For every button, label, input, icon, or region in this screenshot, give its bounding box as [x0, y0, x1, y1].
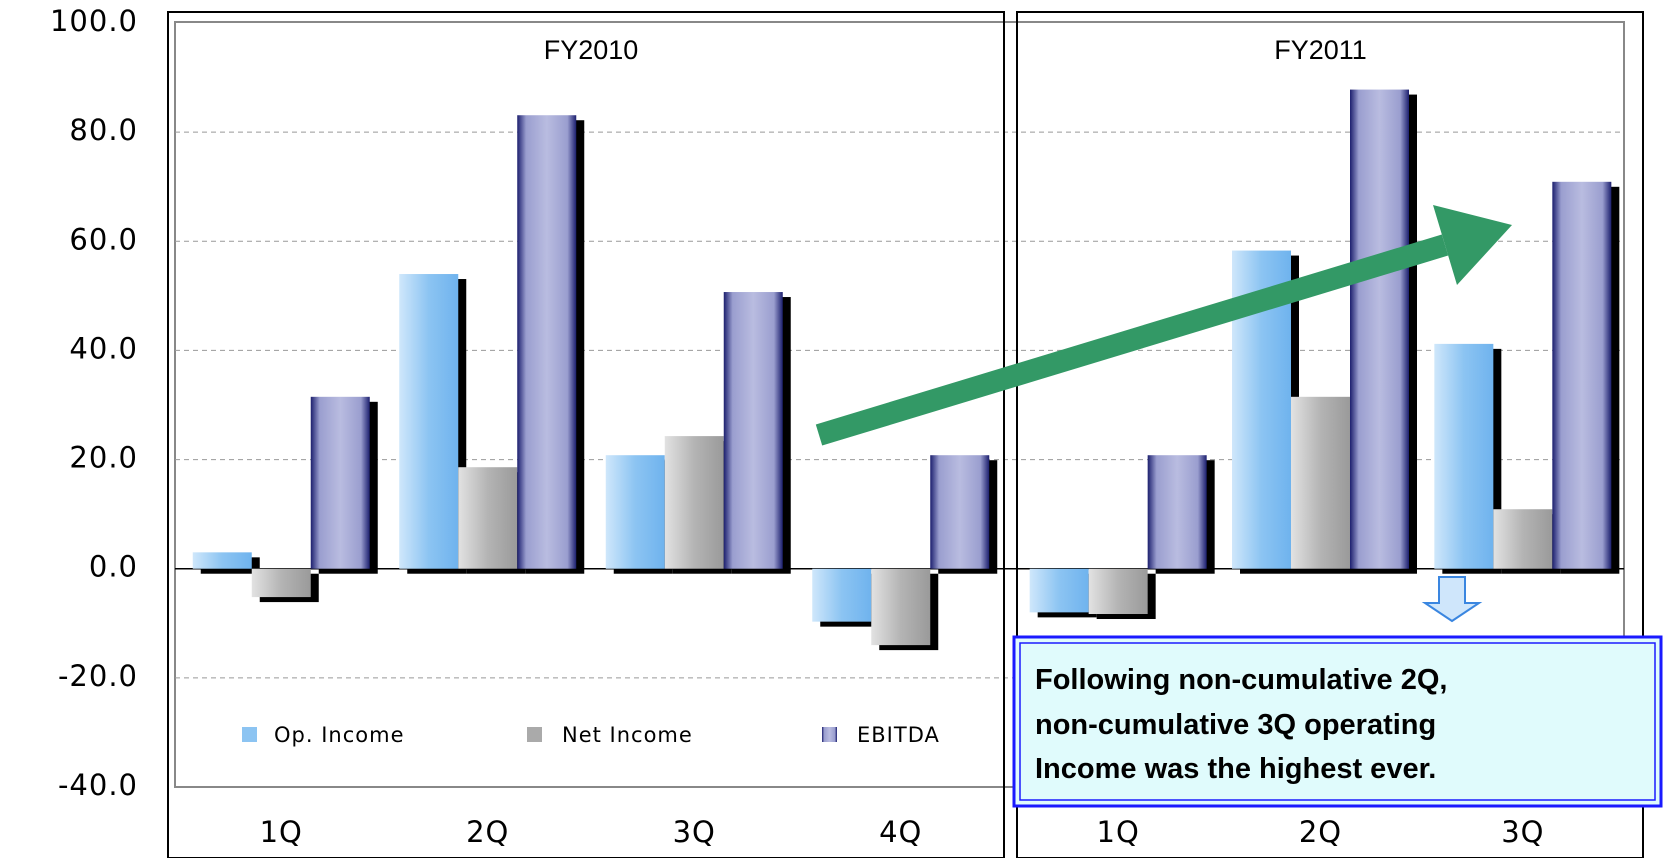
y-tick-label: 20.0 [69, 441, 138, 475]
y-tick-label: 80.0 [69, 113, 138, 147]
x-tick-label: 1Q [260, 815, 303, 849]
y-tick-label: -20.0 [58, 659, 138, 693]
bar [723, 292, 783, 569]
plot-area [174, 21, 1625, 788]
trend-arrow [815, 234, 1449, 446]
bar [1147, 455, 1207, 569]
bar [871, 568, 931, 646]
bar [1552, 181, 1612, 569]
y-tick-label: 40.0 [69, 331, 138, 365]
bar [1291, 396, 1350, 569]
y-tick-label: 100.0 [50, 4, 138, 38]
annotation-line: non-cumulative 3Q operating [1035, 709, 1436, 741]
bar [1434, 343, 1494, 569]
annotation-line: Income was the highest ever. [1035, 753, 1436, 785]
y-tick-label: 0.0 [89, 550, 138, 584]
legend-label: Op. Income [274, 723, 404, 747]
y-tick-label: 60.0 [69, 222, 138, 256]
annotation-box-inner [1019, 642, 1656, 801]
bar [310, 396, 370, 569]
bar [605, 455, 665, 569]
x-tick-label: 2Q [1299, 815, 1342, 849]
bar [251, 568, 311, 598]
x-tick-label: 2Q [466, 815, 509, 849]
legend-label: EBITDA [857, 723, 940, 747]
bar [192, 552, 252, 569]
bar [664, 436, 724, 569]
legend-swatch [527, 727, 542, 742]
annotation-line: Following non-cumulative 2Q, [1035, 664, 1447, 696]
x-tick-label: 3Q [673, 815, 716, 849]
group-label: FY2011 [1274, 35, 1367, 65]
legend-label: Net Income [562, 723, 693, 747]
group-label: FY2010 [544, 35, 639, 65]
x-tick-label: 4Q [879, 815, 922, 849]
x-tick-label: 3Q [1501, 815, 1544, 849]
legend-swatch [822, 727, 837, 742]
bar [1088, 568, 1148, 615]
down-arrow [1421, 576, 1483, 623]
legend-swatch [242, 727, 257, 742]
bar [1029, 568, 1089, 613]
bar [399, 274, 459, 569]
trend-arrow-head [1433, 205, 1512, 285]
bar [1350, 89, 1409, 569]
y-tick-label: -40.0 [58, 768, 138, 802]
x-tick-label: 1Q [1097, 815, 1140, 849]
bar [930, 455, 990, 569]
bar [1493, 509, 1553, 569]
panel-frame [1016, 11, 1644, 858]
panel-frame [167, 11, 1005, 858]
bar [458, 467, 518, 569]
bar [517, 115, 577, 569]
bar [812, 568, 872, 622]
annotation-box [1012, 635, 1663, 808]
